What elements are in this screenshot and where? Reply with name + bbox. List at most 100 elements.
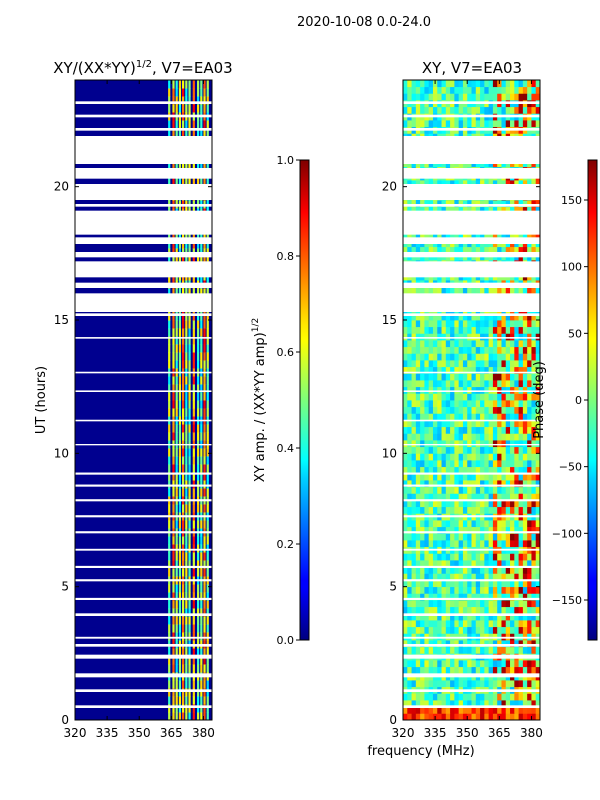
amplitude-cell (206, 464, 209, 473)
amplitude-cell (178, 696, 182, 705)
phase-cell (445, 620, 451, 628)
amplitude-cell (188, 648, 191, 657)
phase-cell (424, 333, 430, 341)
phase-cell (510, 613, 515, 621)
phase-cell (454, 566, 460, 574)
phase-cell (467, 233, 472, 241)
phase-cell (471, 86, 477, 94)
amplitude-cell (200, 80, 203, 89)
amplitude-cell (192, 336, 195, 345)
phase-cell (415, 626, 421, 634)
phase-cell (497, 320, 502, 328)
amplitude-cell (206, 240, 209, 249)
flagged-row (403, 419, 540, 422)
phase-cell (510, 326, 515, 334)
phase-cell (535, 493, 541, 501)
phase-cell (480, 120, 485, 128)
phase-cell (450, 286, 455, 294)
phase-cell (471, 713, 477, 721)
phase-cell (471, 420, 477, 428)
phase-cell (488, 620, 494, 628)
amplitude-cell (206, 400, 209, 409)
phase-cell (462, 400, 468, 408)
amplitude-cell (200, 96, 203, 105)
phase-cell (415, 493, 421, 501)
phase-cell (407, 360, 412, 368)
phase-cell (432, 666, 438, 674)
phase-cell (428, 340, 434, 348)
amplitude-cell (178, 504, 182, 513)
phase-cell (522, 233, 528, 241)
phase-cell (514, 586, 519, 594)
phase-cell (531, 286, 537, 294)
flagged-row (403, 565, 540, 568)
amplitude-cell (192, 696, 195, 705)
phase-cell (420, 660, 425, 668)
phase-cell (522, 433, 528, 441)
phase-cell (535, 413, 541, 421)
amplitude-cell (206, 424, 209, 433)
phase-cell (497, 580, 502, 588)
phase-cell (462, 333, 468, 341)
amplitude-cell (203, 520, 206, 529)
amplitude-cell (185, 384, 188, 393)
phase-cell (492, 500, 498, 508)
phase-cell (437, 486, 442, 494)
amplitude-cell (172, 616, 175, 625)
phase-cell (475, 486, 481, 494)
phase-cell (492, 540, 498, 548)
phase-cell (445, 533, 451, 541)
phase-cell (514, 693, 519, 701)
phase-cell (450, 106, 455, 114)
amplitude-cell (168, 520, 171, 529)
phase-cell (535, 600, 541, 608)
phase-cell (441, 533, 447, 541)
amplitude-cell (206, 504, 209, 513)
amplitude-cell (197, 344, 200, 353)
phase-cell (454, 386, 460, 394)
amplitude-cell (182, 424, 185, 433)
phase-cell (514, 246, 519, 254)
phase-cell (407, 713, 412, 721)
phase-cell (522, 500, 528, 508)
phase-cell (458, 606, 464, 614)
phase-cell (535, 533, 541, 541)
phase-cell (501, 680, 507, 688)
phase-cell (510, 373, 515, 381)
phase-cell (531, 573, 537, 581)
amplitude-cell (175, 488, 178, 497)
phase-cell (475, 360, 481, 368)
phase-cell (428, 560, 434, 568)
phase-cell (462, 433, 468, 441)
amplitude-cell (182, 256, 185, 265)
amplitude-cell (192, 120, 195, 129)
phase-cell (522, 333, 528, 341)
phase-cell (475, 446, 481, 454)
phase-cell (432, 646, 438, 654)
phase-cell (492, 120, 498, 128)
phase-cell (407, 693, 412, 701)
amplitude-cell (192, 560, 195, 569)
phase-cell (458, 486, 464, 494)
amplitude-cell (197, 160, 200, 169)
phase-cell (471, 393, 477, 401)
phase-cell (471, 200, 477, 208)
phase-cell (535, 93, 541, 101)
phase-cell (403, 473, 408, 481)
phase-cell (428, 646, 434, 654)
amplitude-cell (185, 656, 188, 665)
phase-cell (475, 680, 481, 688)
phase-cell (510, 406, 515, 414)
amplitude-cell (178, 88, 182, 97)
phase-cell (462, 560, 468, 568)
phase-cell (535, 366, 541, 374)
phase-cell (484, 540, 490, 548)
phase-cell (415, 440, 421, 448)
amplitude-cell (168, 352, 171, 361)
phase-cell (527, 693, 532, 701)
phase-cell (505, 233, 511, 241)
phase-cell (527, 466, 532, 474)
phase-cell (535, 573, 541, 581)
phase-cell (462, 420, 468, 428)
phase-cell (522, 553, 528, 561)
